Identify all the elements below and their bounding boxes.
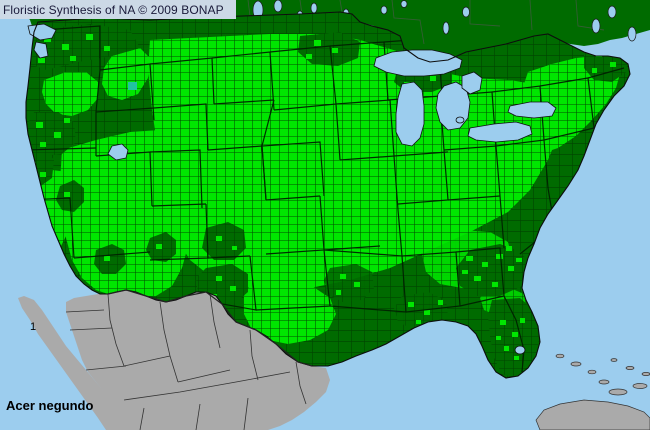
lake-michigan: [395, 81, 425, 147]
lake-superior: [373, 49, 463, 77]
us-mexico-border: [107, 289, 313, 367]
us-coastline: [25, 11, 631, 379]
great-salt-lake: [107, 143, 129, 161]
us-scattered-present-counties: [30, 34, 616, 360]
credit-text: Floristic Synthesis of NA © 2009 BONAP: [3, 2, 224, 17]
lake-okeechobee: [514, 345, 526, 355]
lake-ontario: [507, 101, 557, 119]
mexico-landmass: [66, 290, 330, 430]
caribbean-islands: [535, 353, 650, 430]
credit-bar: Floristic Synthesis of NA © 2009 BONAP: [0, 0, 236, 19]
anomaly-county-teal: [128, 82, 137, 90]
mexico-state-borders: [65, 293, 307, 430]
region-mexico: [18, 290, 330, 430]
lake-erie: [467, 121, 533, 143]
inset-marker-label: 1: [30, 321, 37, 333]
baja-california: [18, 296, 122, 430]
species-name-label: Acer negundo: [6, 398, 94, 413]
great-lakes: [27, 23, 557, 355]
